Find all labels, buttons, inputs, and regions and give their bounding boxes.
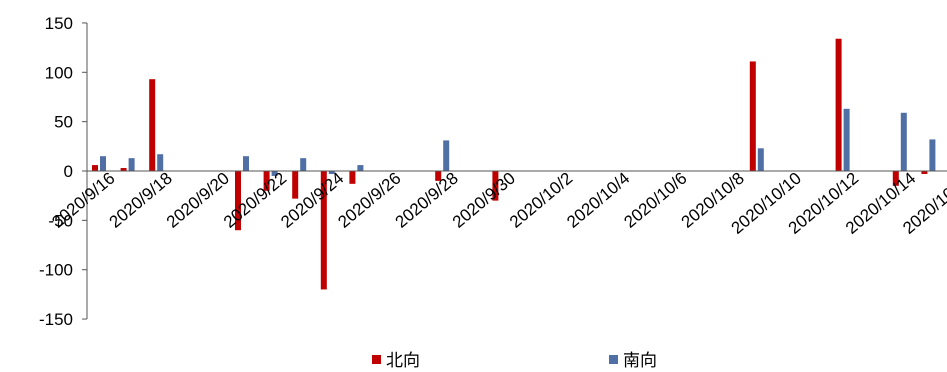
south-bar — [929, 139, 936, 171]
bars — [92, 38, 936, 290]
north-bar — [320, 171, 327, 290]
south-bar — [271, 171, 278, 176]
south-bar — [243, 156, 249, 171]
y-tick-label: 100 — [45, 63, 73, 82]
south-bar — [100, 156, 106, 171]
south-bar — [328, 171, 335, 174]
south-bar — [300, 158, 307, 171]
legend-north-label: 北向 — [386, 351, 420, 371]
x-axis-labels: 2020/9/162020/9/182020/9/202020/9/222020… — [48, 169, 947, 238]
x-tick-label: 2020/9/30 — [449, 169, 519, 232]
north-bar — [120, 168, 127, 171]
north-bar — [349, 171, 356, 184]
north-bar — [92, 165, 98, 171]
north-bar — [292, 171, 299, 199]
y-tick-label: 0 — [64, 162, 73, 181]
x-tick-label: 2020/9/16 — [48, 169, 118, 232]
x-tick-label: 2020/9/18 — [106, 169, 176, 232]
x-tick-label: 2020/9/20 — [163, 169, 233, 232]
south-bar — [843, 108, 850, 171]
south-bar — [757, 148, 764, 171]
x-tick-label: 2020/9/28 — [392, 169, 462, 232]
y-axis: 150 100 50 0 -50 -100 -150 — [39, 14, 87, 329]
legend-south-label: 南向 — [623, 351, 657, 371]
north-bar — [492, 171, 499, 201]
x-tick-label: 2020/10/6 — [620, 169, 690, 232]
y-tick-label: -100 — [39, 261, 73, 280]
x-tick-label: 2020/9/26 — [334, 169, 404, 232]
y-tick-label: -50 — [48, 211, 73, 230]
north-bar — [921, 171, 928, 174]
north-bar — [435, 171, 442, 181]
south-bar — [128, 158, 135, 171]
south-bar — [157, 154, 164, 171]
x-tick-label: 2020/10/2 — [506, 169, 576, 232]
legend: 北向 南向 — [372, 351, 657, 371]
x-tick-label: 2020/10/4 — [563, 169, 633, 232]
legend-south-swatch — [609, 355, 618, 364]
y-tick-label: -150 — [39, 310, 73, 329]
y-tick-label: 50 — [54, 113, 73, 132]
south-bar — [900, 112, 907, 171]
south-bar — [357, 165, 364, 171]
axes — [86, 22, 947, 320]
north-bar — [263, 171, 270, 191]
north-bar — [835, 38, 842, 171]
y-tick-label: 150 — [45, 14, 73, 33]
north-bar — [892, 171, 899, 186]
north-bar — [149, 79, 156, 171]
legend-north-swatch — [372, 355, 381, 364]
x-tick-label: 2020/9/24 — [277, 169, 347, 232]
x-tick-label: 2020/9/22 — [220, 169, 290, 232]
north-bar — [749, 61, 756, 171]
north-bar — [235, 171, 241, 231]
south-bar — [443, 140, 450, 171]
